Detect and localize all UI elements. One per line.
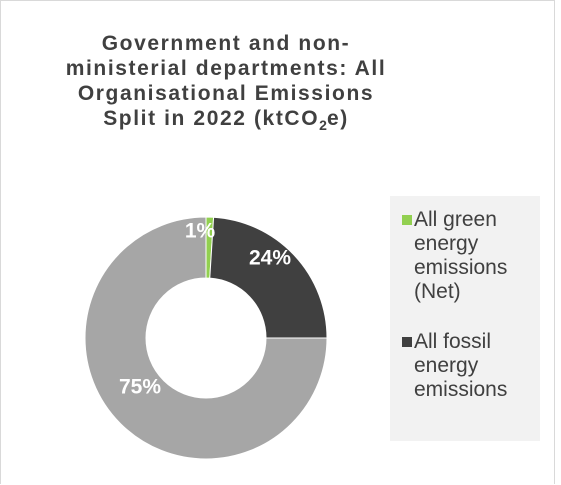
- donut-slice-other: [84, 216, 328, 460]
- legend-swatch-fossil: [402, 337, 412, 347]
- chart-title-end: e): [326, 107, 349, 130]
- chart-title-subscript: 2: [319, 117, 327, 134]
- legend-item-fossil: All fossil energy emissions: [402, 330, 542, 402]
- legend-swatch-green: [402, 215, 412, 225]
- data-label-green: 1%: [185, 220, 216, 243]
- data-label-fossil: 24%: [249, 247, 291, 270]
- donut-slice-fossil: [209, 216, 328, 339]
- data-label-other: 75%: [119, 376, 161, 399]
- donut-labels: 1% 24% 75%: [119, 220, 291, 399]
- legend-label-fossil: All fossil energy emissions: [414, 330, 508, 401]
- chart-title-main: Government and non-ministerial departmen…: [65, 32, 387, 130]
- legend: All green energy emissions (Net) All fos…: [390, 196, 540, 441]
- chart-title: Government and non-ministerial departmen…: [61, 31, 391, 134]
- legend-label-green: All green energy emissions (Net): [414, 208, 508, 303]
- donut-slices: [84, 216, 328, 460]
- legend-item-green: All green energy emissions (Net): [402, 208, 542, 304]
